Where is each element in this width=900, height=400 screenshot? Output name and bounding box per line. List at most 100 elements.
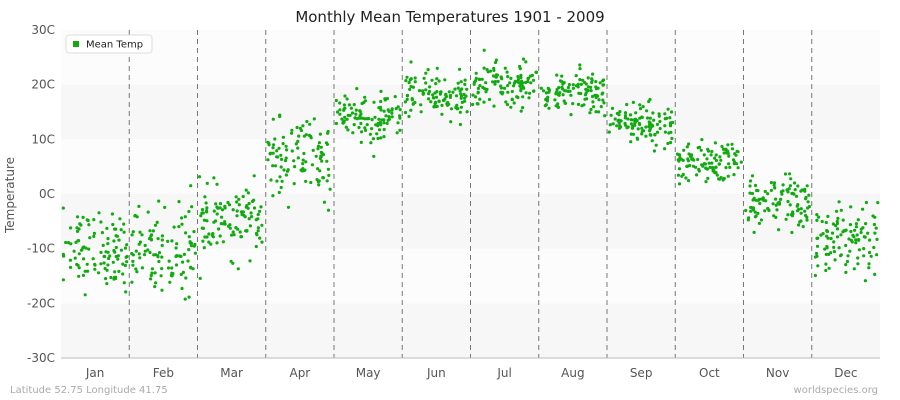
data-point (319, 150, 323, 154)
data-point (118, 217, 122, 221)
data-point (626, 125, 630, 129)
data-point (228, 226, 232, 230)
data-point (234, 195, 238, 199)
data-point (61, 206, 65, 210)
data-point (775, 208, 779, 212)
data-point (504, 100, 508, 104)
data-point (539, 86, 543, 90)
data-point (97, 271, 101, 275)
data-point (184, 276, 188, 280)
data-point (757, 197, 761, 201)
data-point (547, 106, 551, 110)
data-point (505, 70, 509, 74)
data-point (849, 205, 853, 209)
data-point (297, 134, 301, 138)
data-point (644, 134, 648, 138)
data-point (476, 102, 480, 106)
data-point (591, 72, 595, 76)
data-point (374, 123, 378, 127)
data-point (157, 251, 162, 255)
data-point (582, 103, 586, 107)
data-point (781, 183, 785, 187)
data-point (864, 222, 868, 226)
data-point (578, 78, 582, 82)
data-point (152, 253, 156, 257)
data-point (657, 114, 661, 118)
data-point (175, 242, 179, 246)
data-point (726, 174, 730, 178)
footer-source: worldspecies.org (794, 385, 878, 396)
data-point (715, 173, 719, 177)
data-point (631, 132, 636, 136)
data-point (370, 127, 374, 131)
data-point (430, 78, 434, 82)
data-point (371, 137, 375, 141)
data-point (85, 262, 89, 266)
data-point (521, 57, 526, 61)
data-point (505, 103, 510, 107)
legend-marker (73, 41, 79, 47)
data-point (183, 215, 187, 219)
data-point (590, 78, 594, 83)
data-point (382, 118, 386, 122)
data-point (648, 116, 652, 120)
data-point (138, 230, 142, 234)
data-point (868, 238, 872, 242)
y-tick-label: 30C (31, 23, 55, 37)
data-point (99, 220, 103, 224)
data-point (359, 121, 363, 126)
data-point (304, 160, 308, 164)
data-point (146, 248, 150, 252)
data-point (717, 177, 722, 181)
data-point (163, 205, 167, 209)
data-point (377, 117, 381, 121)
data-point (187, 248, 191, 252)
data-point (799, 207, 803, 211)
data-point (160, 234, 164, 238)
data-point (444, 93, 448, 97)
data-point (844, 243, 848, 248)
chart-title: Monthly Mean Temperatures 1901 - 2009 (295, 8, 604, 26)
data-point (721, 178, 725, 182)
data-point (700, 163, 704, 167)
data-point (260, 223, 264, 227)
data-point (235, 214, 239, 218)
data-point (799, 211, 803, 215)
data-point (97, 211, 101, 215)
data-point (689, 153, 694, 157)
data-point (271, 151, 275, 155)
data-point (296, 156, 300, 160)
data-point (279, 153, 283, 157)
data-point (727, 154, 731, 158)
data-point (474, 76, 478, 80)
data-point (379, 123, 383, 127)
data-point (379, 136, 383, 140)
data-point (680, 174, 684, 178)
data-point (839, 233, 843, 237)
data-point (258, 209, 262, 213)
data-point (669, 140, 673, 145)
data-point (334, 98, 338, 103)
data-point (688, 163, 692, 168)
data-point (501, 91, 505, 95)
data-point (93, 263, 97, 267)
data-point (841, 218, 845, 222)
data-point (459, 92, 463, 96)
data-point (358, 109, 362, 113)
data-point (692, 158, 696, 162)
data-point (300, 169, 304, 173)
x-tick-label: May (356, 366, 381, 380)
data-point (509, 105, 513, 109)
x-tick-label: Jun (426, 366, 446, 380)
data-point (83, 269, 87, 273)
data-point (478, 84, 482, 88)
data-point (794, 194, 799, 198)
data-point (590, 94, 595, 99)
data-point (282, 168, 286, 172)
data-point (254, 244, 258, 249)
data-point (390, 107, 394, 111)
data-point (292, 182, 296, 186)
data-point (837, 200, 841, 204)
data-point (248, 259, 252, 263)
data-point (99, 250, 103, 254)
